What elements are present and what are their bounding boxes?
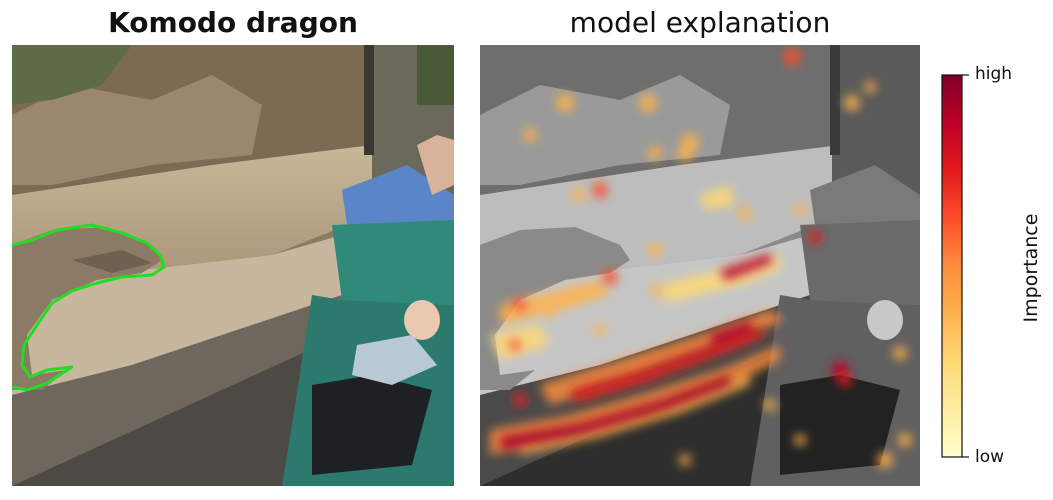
colorbar-gradient (941, 74, 969, 458)
object-outline (12, 223, 166, 392)
colorbar-title: Importance (1020, 213, 1042, 323)
saliency-map (480, 45, 920, 486)
input-image (12, 45, 454, 486)
importance-heatmap (490, 48, 912, 468)
colorbar-high-label: high (975, 64, 1013, 84)
colorbar-low-label: low (975, 447, 1005, 467)
explanation-title: model explanation (569, 6, 831, 39)
image-title: Komodo dragon (108, 6, 358, 39)
